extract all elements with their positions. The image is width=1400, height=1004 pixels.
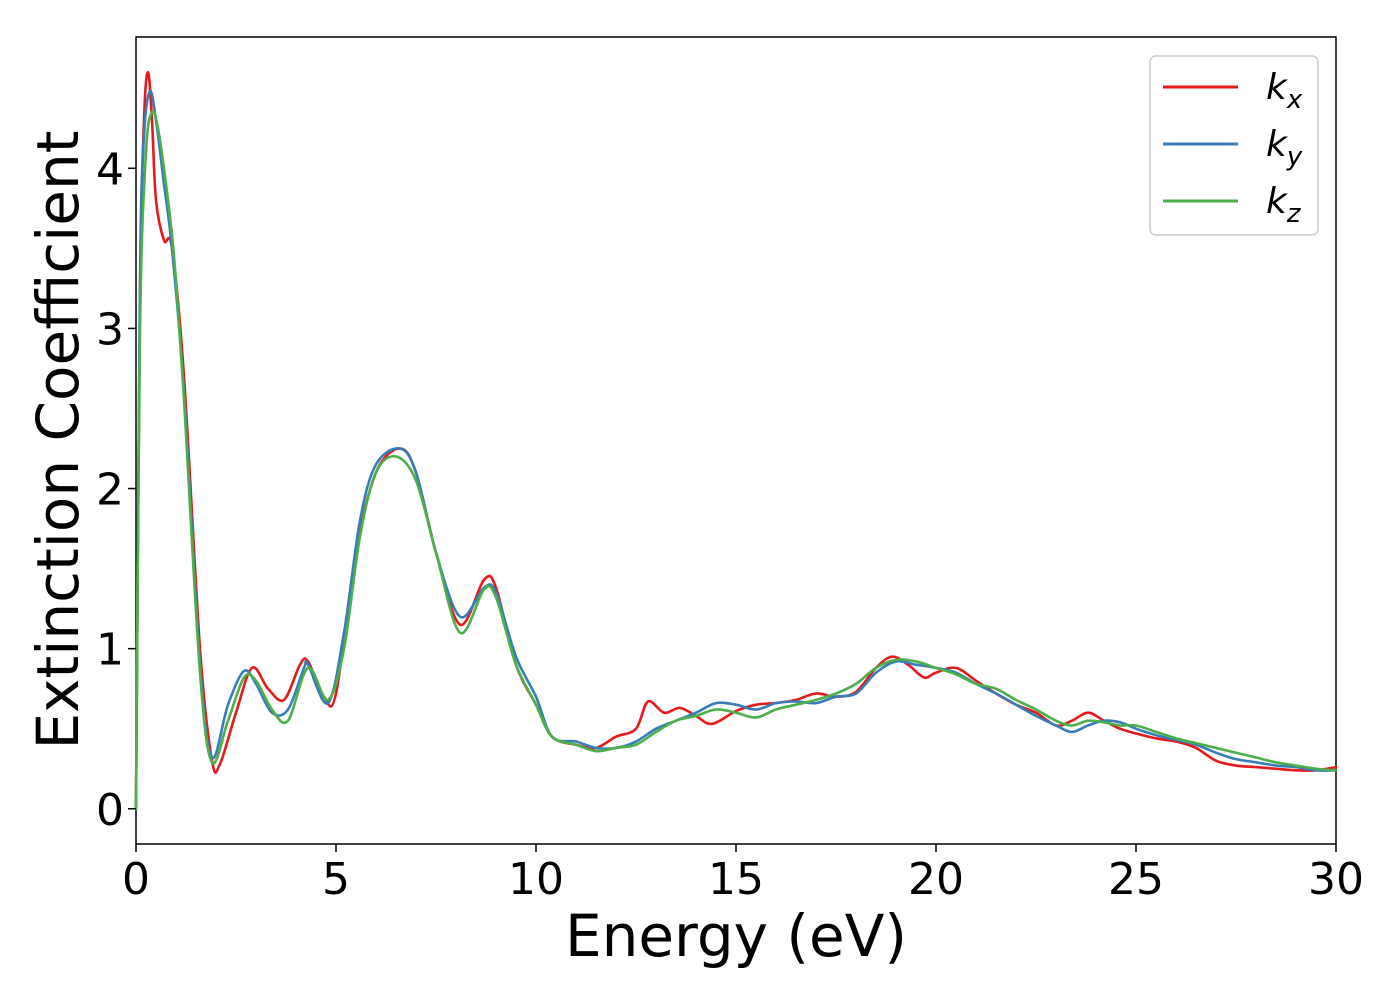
x-axis-title: Energy (eV): [565, 902, 907, 970]
x-tick-label: 20: [908, 854, 964, 905]
y-tick-label: 4: [96, 144, 124, 195]
y-tick-label: 3: [96, 304, 124, 355]
y-tick-label: 2: [96, 465, 124, 516]
x-tick-label: 15: [708, 854, 764, 905]
plot-area-frame: [135, 36, 1337, 845]
legend-label-z: kz: [1266, 181, 1302, 229]
legend-label-x: kx: [1266, 67, 1303, 115]
y-tick-label: 1: [96, 625, 124, 676]
x-tick-label: 25: [1108, 854, 1164, 905]
series-group: [134, 70, 1338, 811]
x-tick-label: 5: [322, 854, 350, 905]
y-axis-ticks: 0 1 2 3 4: [96, 144, 136, 836]
legend-label-y: ky: [1266, 124, 1303, 172]
legend: kx ky kz: [1149, 55, 1319, 236]
series-line-z: [134, 110, 1338, 811]
y-tick-label: 0: [96, 785, 124, 836]
x-axis-ticks: 0 5 10 15 20 25 30: [122, 844, 1364, 905]
y-axis-title: Extinction Coefficient: [24, 131, 92, 750]
x-tick-label: 30: [1308, 854, 1364, 905]
x-tick-label: 10: [508, 854, 564, 905]
x-tick-label: 0: [122, 854, 150, 905]
